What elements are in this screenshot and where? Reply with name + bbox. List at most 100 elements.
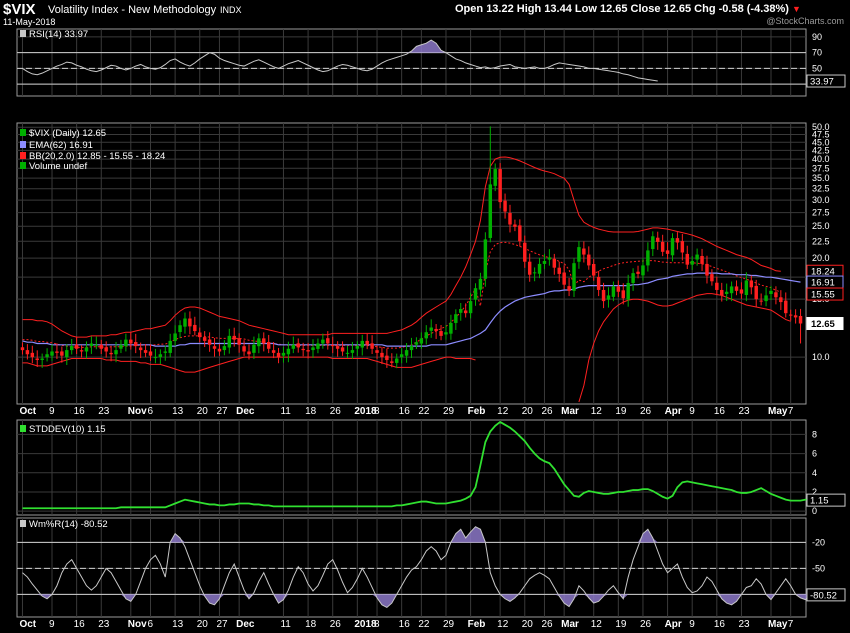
close-value: 12.65 [663,3,692,15]
candle-body [104,347,108,352]
candle-body [370,343,374,349]
x-tick-label: Oct [19,619,36,630]
x-tick-label: 23 [738,406,750,417]
y-tick-label: 45.0 [812,137,830,147]
x-tick-label: 22 [418,619,430,630]
x-tick-label: 23 [738,619,750,630]
y-tick-label: 37.5 [812,163,830,173]
stddev-legend-swatch [20,425,26,432]
candle-body [675,238,680,243]
candle-body [665,250,670,254]
volume-legend-swatch [20,162,26,169]
x-tick-label: 26 [541,406,553,417]
candle-body [395,358,399,363]
candle-body [79,350,84,352]
candle-body [134,342,138,347]
y-tick-label: 35.0 [812,173,830,183]
candle-body [744,280,749,296]
candle-body [523,242,527,262]
candle-body [345,352,350,354]
chg-label: Chg [694,3,716,15]
candle-body [439,331,443,336]
x-tick-label: 19 [615,406,627,417]
bb-legend-swatch [20,152,26,159]
low-label: Low [574,3,597,15]
chart-date: 11-May-2018 [3,17,56,27]
candle-body [65,350,69,358]
candle-body [459,309,463,313]
candle-body [232,335,236,340]
candle-body [779,297,783,303]
candle-body [621,290,625,299]
volume-legend: Volume undef [29,161,87,172]
candle-body [434,328,438,332]
price-tag-label: 15.55 [811,290,835,301]
candle-body [301,348,305,351]
x-tick-label: 16 [399,406,411,417]
candle-body [84,347,89,352]
x-tick-label: Dec [236,619,255,630]
x-tick-label: 13 [172,619,184,630]
panel-frame-sd [16,419,807,516]
candle-body [60,351,64,356]
y-tick-label: 2 [812,487,817,497]
price-tag: 15.55 [806,287,844,301]
x-tick-label: 19 [615,619,627,630]
candle-body [473,288,478,300]
candle-body [158,354,163,358]
candle-body [577,247,581,262]
candle-body [30,352,35,358]
candle-body [355,346,360,349]
y-tick-label: -50 [812,563,825,573]
candle-body [129,339,133,344]
chart-header: $VIX Volatility Index - New Methodology … [0,0,850,27]
x-tick-label: 22 [418,406,430,417]
candle-body [360,340,364,348]
candle-body [626,282,630,300]
candle-body [793,315,798,318]
candle-body [660,241,665,252]
x-tick-label: 7 [788,406,794,417]
x-tick-label: 26 [640,406,652,417]
y-tick-label: 40.0 [812,154,830,164]
x-tick-label: 9 [49,406,55,417]
candle-body [527,261,532,275]
price-legend-swatch [20,129,26,136]
candle-body [247,351,251,355]
y-tick-label: 27.5 [812,208,830,218]
candle-body [729,286,734,294]
candle-body [271,350,276,353]
x-tick-label: Feb [468,619,486,630]
last-value-box [806,493,846,507]
x-tick-label: 16 [714,406,726,417]
candle-body [335,346,340,349]
x-tick-label: 20 [522,406,534,417]
y-tick-label: 50.0 [812,122,830,132]
candle-body [567,286,571,291]
x-tick-label: Mar [561,406,579,417]
candle-body [444,332,448,335]
y-tick-label: 70 [812,48,822,58]
candle-body [94,344,99,346]
candle-body [217,348,222,352]
x-tick-label: 27 [216,406,228,417]
candle-body [35,358,39,360]
candle-body [257,338,261,347]
candle-body [119,344,123,349]
candle-body [739,289,744,294]
candle-body [89,343,94,346]
candle-body [532,272,537,274]
candle-body [168,340,172,353]
y-tick-label: 25.0 [812,221,830,231]
candle-body [685,253,689,265]
x-tick-label: 16 [74,406,86,417]
candle-body [350,350,355,353]
candle-body [537,263,542,274]
candle-body [296,343,300,348]
candle-body [281,352,286,356]
candle-body [163,351,167,353]
candle-body [651,236,655,250]
last-value-label: 1.15 [810,496,829,507]
candle-body [749,280,754,288]
open-value: 13.22 [486,3,514,15]
